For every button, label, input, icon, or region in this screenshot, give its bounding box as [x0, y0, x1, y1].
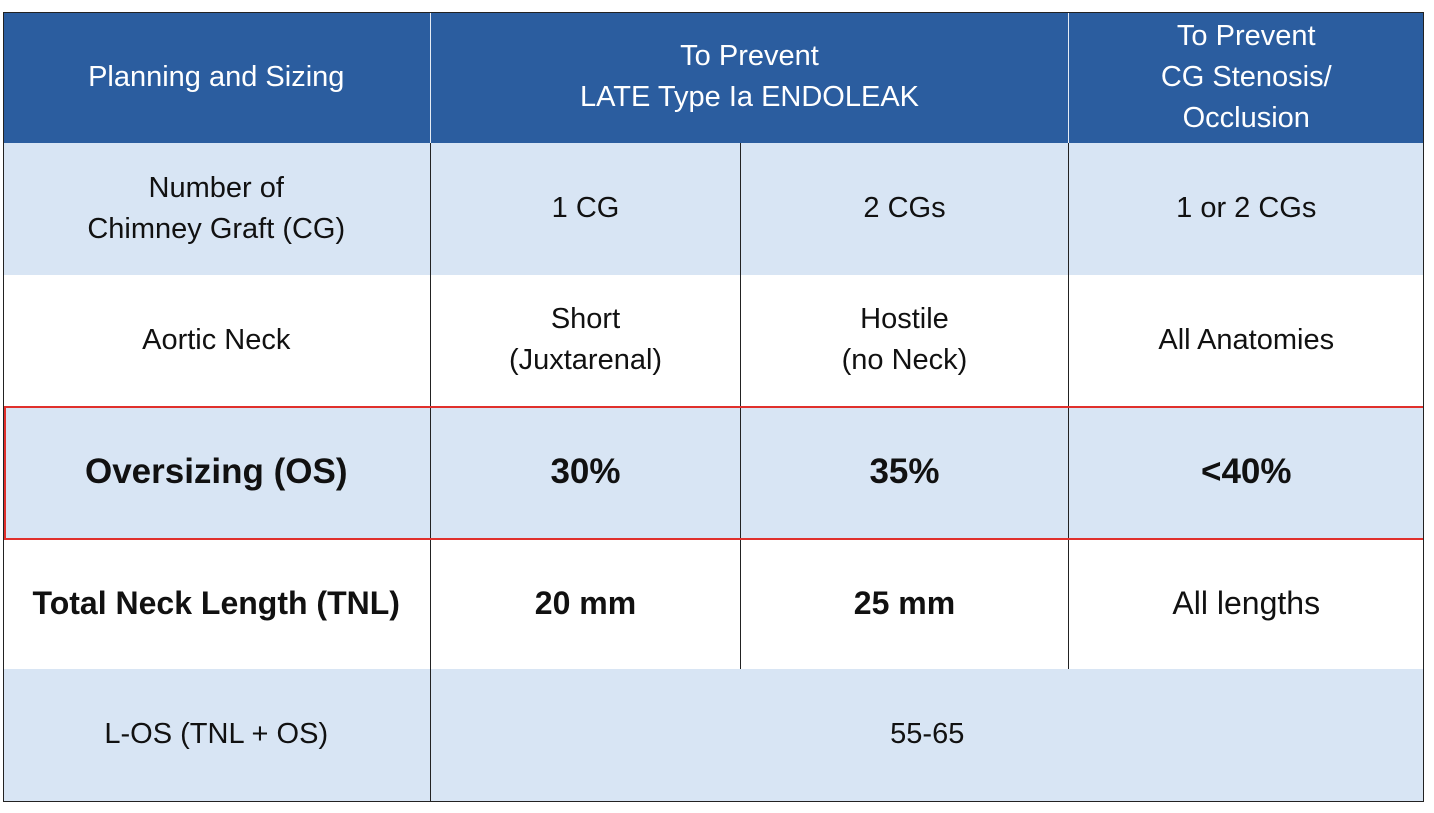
neck-label: Aortic Neck [4, 274, 431, 406]
row-aortic-neck: Aortic Neck Short (Juxtarenal) Hostile (… [4, 274, 1423, 406]
sizing-table-frame: Planning and Sizing To Prevent LATE Type… [3, 12, 1424, 802]
row-oversizing: Oversizing (OS) 30% 35% <40% [4, 406, 1423, 538]
header-cg-stenosis: To Prevent CG Stenosis/ Occlusion [1068, 13, 1423, 143]
tnl-value-1: 20 mm [430, 537, 741, 669]
header-cg-stenosis-line3: Occlusion [1182, 101, 1310, 134]
header-cg-stenosis-line1: To Prevent [1176, 19, 1316, 52]
cg-value-1: 1 CG [430, 143, 741, 275]
row-l-os: L-OS (TNL + OS) 55-65 [4, 669, 1423, 801]
neck-value-3: All Anatomies [1068, 274, 1423, 406]
cg-label: Number of Chimney Graft (CG) [4, 143, 431, 275]
los-value: 55-65 [430, 669, 1423, 801]
neck-value-1-line2: (Juxtarenal) [508, 344, 663, 377]
cg-value-2: 2 CGs [740, 143, 1069, 275]
header-row: Planning and Sizing To Prevent LATE Type… [4, 13, 1423, 143]
header-late-endoleak: To Prevent LATE Type Ia ENDOLEAK [430, 13, 1069, 143]
cg-label-line2: Chimney Graft (CG) [87, 212, 346, 245]
os-value-3: <40% [1068, 406, 1423, 538]
header-late-endoleak-line1: To Prevent [680, 40, 819, 73]
header-planning-sizing: Planning and Sizing [4, 13, 431, 143]
tnl-value-3: All lengths [1068, 537, 1423, 669]
header-late-endoleak-line2: LATE Type Ia ENDOLEAK [579, 81, 920, 114]
sizing-table: Planning and Sizing To Prevent LATE Type… [4, 13, 1423, 801]
neck-value-1-line1: Short [550, 303, 621, 336]
cg-label-line1: Number of [148, 171, 284, 204]
row-total-neck-length: Total Neck Length (TNL) 20 mm 25 mm All … [4, 537, 1423, 669]
row-chimney-graft: Number of Chimney Graft (CG) 1 CG 2 CGs … [4, 143, 1423, 275]
os-value-1: 30% [430, 406, 741, 538]
cg-value-3: 1 or 2 CGs [1068, 143, 1423, 275]
tnl-label: Total Neck Length (TNL) [4, 537, 431, 669]
header-cg-stenosis-line2: CG Stenosis/ [1160, 60, 1332, 93]
os-label: Oversizing (OS) [4, 406, 431, 538]
neck-value-2-line1: Hostile [860, 303, 949, 336]
tnl-value-2: 25 mm [740, 537, 1069, 669]
neck-value-2-line2: (no Neck) [841, 344, 968, 377]
neck-value-2: Hostile (no Neck) [740, 274, 1069, 406]
los-label: L-OS (TNL + OS) [4, 669, 431, 801]
os-value-2: 35% [740, 406, 1069, 538]
neck-value-1: Short (Juxtarenal) [430, 274, 741, 406]
